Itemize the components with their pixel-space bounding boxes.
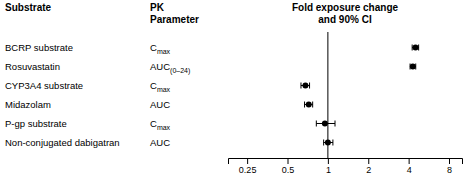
pk-parameter: AUC (150, 137, 170, 148)
point (325, 140, 331, 146)
error-bar-group (305, 102, 313, 108)
x-tick: 4 (407, 158, 412, 175)
point (322, 121, 328, 127)
tick-label: 4 (407, 165, 412, 175)
tick-label: 2 (366, 165, 371, 175)
tick-mark (288, 158, 289, 164)
pk-parameter: AUC (150, 99, 170, 110)
x-tick: 0.5 (282, 158, 295, 175)
pk-parameter: Cmax (150, 118, 171, 131)
pk-subscript: (0–24) (170, 67, 190, 75)
reference-line (327, 32, 328, 158)
column-header: PKParameter (150, 2, 199, 25)
x-tick: 8 (447, 158, 452, 175)
error-cap-high (309, 83, 310, 89)
pk-subscript: max (157, 48, 171, 55)
pk-subscript: max (157, 86, 171, 93)
point (306, 102, 312, 108)
chart: 0.25 0.5 1 2 4 8 Fold exposure changeand 90% C… (0, 0, 474, 184)
error-cap-high (312, 102, 313, 108)
row-label: BCRP substrate (5, 42, 73, 53)
x-tick: 2 (366, 158, 371, 175)
column-header: Substrate (5, 2, 52, 13)
pk-main: AUC (150, 99, 170, 110)
error-bar-group (316, 121, 335, 127)
tick-label: 1 (326, 165, 331, 175)
error-cap-low (300, 83, 301, 89)
axis-domain (229, 159, 463, 165)
tick-mark (247, 158, 248, 164)
pk-parameter: AUC(0–24) (150, 61, 190, 75)
error-cap-high (332, 140, 333, 146)
error-bar-group (410, 64, 416, 70)
point (412, 45, 418, 51)
x-axis: 0.25 0.5 1 2 4 8 (229, 158, 463, 175)
tick-mark (328, 158, 329, 164)
row-label: Midazolam (5, 99, 51, 110)
row-label: Non-conjugated dabigatran (5, 137, 120, 148)
pk-parameter: Cmax (150, 80, 171, 93)
point (302, 83, 308, 89)
tick-mark (368, 158, 369, 164)
row-label: P-gp substrate (5, 118, 67, 129)
row-label: CYP3A4 substrate (5, 80, 83, 91)
tick-mark (409, 158, 410, 164)
tick-label: 0.25 (239, 165, 257, 175)
error-cap-low (323, 140, 324, 146)
error-bar-group (301, 83, 310, 89)
point (410, 64, 416, 70)
texts: Fold exposure changeand 90% CI Substrate P… (5, 2, 399, 148)
error-cap-low (304, 102, 305, 108)
error-cap-low (316, 121, 317, 127)
title: Fold exposure changeand 90% CI (292, 2, 399, 25)
pk-parameter: Cmax (150, 42, 171, 55)
pk-subscript: max (157, 124, 171, 131)
marks (301, 32, 419, 158)
x-tick: 1 (326, 158, 331, 175)
error-bar-group (324, 140, 333, 146)
tick-mark (449, 158, 450, 164)
error-cap-high (335, 121, 336, 127)
pk-main: AUC (150, 61, 170, 72)
error-bar-group (412, 45, 418, 51)
tick-label: 8 (447, 165, 452, 175)
tick-label: 0.5 (282, 165, 295, 175)
row-label: Rosuvastatin (5, 61, 60, 72)
x-tick: 0.25 (239, 158, 257, 175)
pk-main: AUC (150, 137, 170, 148)
